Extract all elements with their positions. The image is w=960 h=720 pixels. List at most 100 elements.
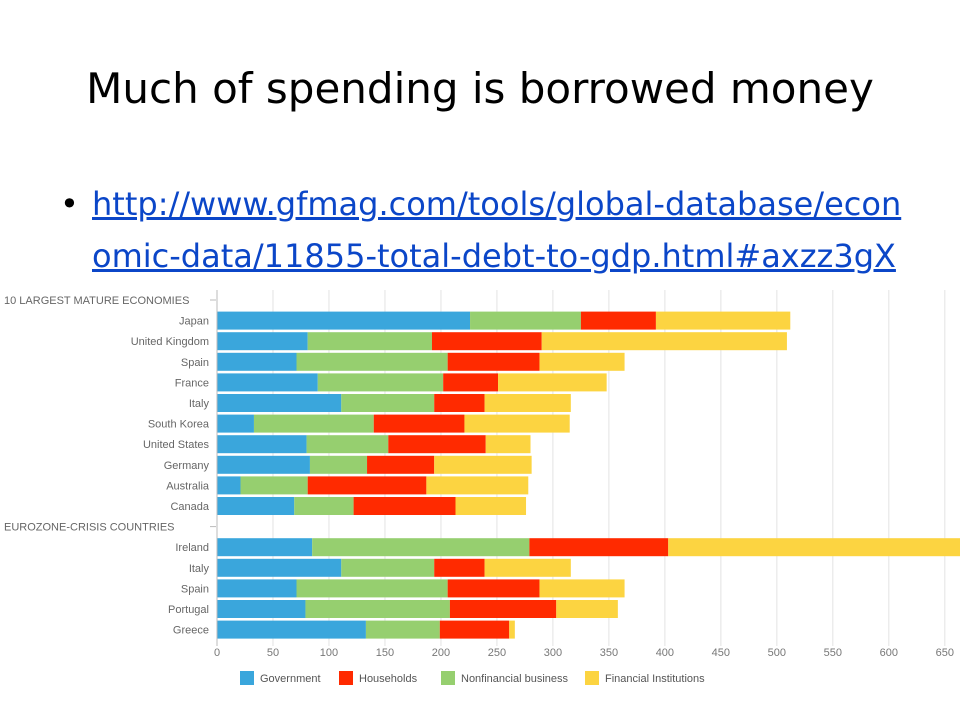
- bar-segment: [240, 476, 308, 495]
- bar-segment: [294, 497, 354, 515]
- bar-segment: [217, 579, 297, 598]
- x-tick-label: 650: [936, 647, 954, 659]
- category-label: Spain: [181, 583, 209, 595]
- category-label: Germany: [164, 460, 210, 472]
- bar-segment: [541, 332, 787, 351]
- x-tick-label: 600: [880, 647, 898, 659]
- legend-swatch: [441, 671, 455, 685]
- category-label: Spain: [181, 357, 209, 369]
- category-label: Italy: [189, 563, 210, 575]
- bar-segment: [426, 476, 529, 495]
- bar-segment: [253, 414, 374, 433]
- category-label: Australia: [166, 480, 210, 492]
- bar-segment: [529, 538, 669, 557]
- x-tick-label: 350: [600, 647, 618, 659]
- debt-chart: 0 50 100 150 200 250 300 350 400 450 500 550 600 650 1…: [4, 290, 960, 685]
- category-label: United States: [143, 439, 210, 451]
- x-tick-label: 0: [214, 647, 220, 659]
- category-label: Portugal: [168, 604, 209, 616]
- legend-label: Government: [260, 673, 321, 685]
- bar-segment: [306, 435, 389, 454]
- bar-segment: [484, 558, 571, 577]
- bar-segment: [341, 394, 435, 412]
- bar-segment: [388, 435, 486, 454]
- bar-segment: [580, 311, 656, 330]
- source-link[interactable]: http://www.gfmag.com/tools/global-databa…: [92, 185, 902, 290]
- bar-segment: [305, 600, 450, 618]
- bar-segment: [668, 538, 960, 557]
- bar-segment: [484, 394, 571, 412]
- bar-segment: [464, 414, 570, 433]
- legend-label: Nonfinancial business: [461, 673, 569, 685]
- bar-segment: [539, 579, 625, 598]
- x-tick-label: 50: [267, 647, 279, 659]
- bullet-dot-icon: •: [60, 185, 79, 223]
- bar-segment: [655, 311, 791, 330]
- bar-segment: [367, 455, 435, 474]
- bar-segment: [317, 373, 444, 392]
- bar-segment: [217, 352, 297, 371]
- bar-segment: [556, 600, 618, 618]
- x-tick-label: 150: [376, 647, 394, 659]
- group-label: 10 LARGEST MATURE ECONOMIES: [4, 295, 189, 307]
- bar-segment: [217, 414, 254, 433]
- bar-segment: [309, 455, 368, 474]
- x-tick-label: 450: [712, 647, 730, 659]
- bar-segment: [449, 600, 557, 618]
- bar-segment: [217, 620, 366, 639]
- bar-segment: [217, 538, 313, 557]
- category-label: Ireland: [175, 542, 209, 554]
- bar-segment: [485, 435, 531, 454]
- bar-segment: [443, 373, 499, 392]
- bar-segment: [217, 476, 241, 495]
- bar-segment: [509, 620, 515, 639]
- x-tick-label: 250: [488, 647, 506, 659]
- legend-label: Financial Institutions: [605, 673, 705, 685]
- legend-label: Households: [359, 673, 418, 685]
- category-label: Greece: [173, 625, 209, 637]
- bar-segment: [217, 455, 310, 474]
- x-tick-label: 200: [432, 647, 450, 659]
- legend-swatch: [585, 671, 599, 685]
- bar-segment: [447, 579, 540, 598]
- bar-segment: [431, 332, 542, 351]
- bar-segment: [470, 311, 581, 330]
- bar-segment: [217, 311, 471, 330]
- bar-segment: [217, 435, 307, 454]
- legend-swatch: [240, 671, 254, 685]
- bar-segment: [353, 497, 456, 515]
- bar-segment: [217, 394, 342, 412]
- x-tick-label: 300: [544, 647, 562, 659]
- bar-segment: [341, 558, 435, 577]
- bar-segment: [434, 394, 485, 412]
- bar-segment: [455, 497, 527, 515]
- bar-segment: [296, 579, 448, 598]
- category-label: Italy: [189, 398, 210, 410]
- group-label: EUROZONE-CRISIS COUNTRIES: [4, 522, 175, 534]
- bar-segment: [498, 373, 607, 392]
- bar-segment: [307, 476, 427, 495]
- x-tick-label: 550: [824, 647, 842, 659]
- bar-segment: [539, 352, 625, 371]
- category-label: South Korea: [148, 419, 210, 431]
- bar-segment: [373, 414, 465, 433]
- bar-segment: [365, 620, 440, 639]
- bar-segment: [217, 558, 342, 577]
- bar-segment: [434, 455, 532, 474]
- bullet-list: • http://www.gfmag.com/tools/global-data…: [60, 178, 920, 290]
- bar-segment: [447, 352, 540, 371]
- x-tick-label: 100: [320, 647, 338, 659]
- category-label: Canada: [170, 501, 209, 513]
- x-tick-label: 500: [768, 647, 786, 659]
- bar-segment: [439, 620, 510, 639]
- bar-segment: [296, 352, 448, 371]
- x-tick-label: 400: [656, 647, 674, 659]
- bar-segment: [217, 600, 306, 618]
- category-label: France: [175, 377, 209, 389]
- category-label: United Kingdom: [131, 336, 209, 348]
- bar-segment: [434, 558, 485, 577]
- bar-segment: [307, 332, 432, 351]
- legend-swatch: [339, 671, 353, 685]
- slide-title: Much of spending is borrowed money: [86, 64, 874, 113]
- bar-segment: [217, 497, 295, 515]
